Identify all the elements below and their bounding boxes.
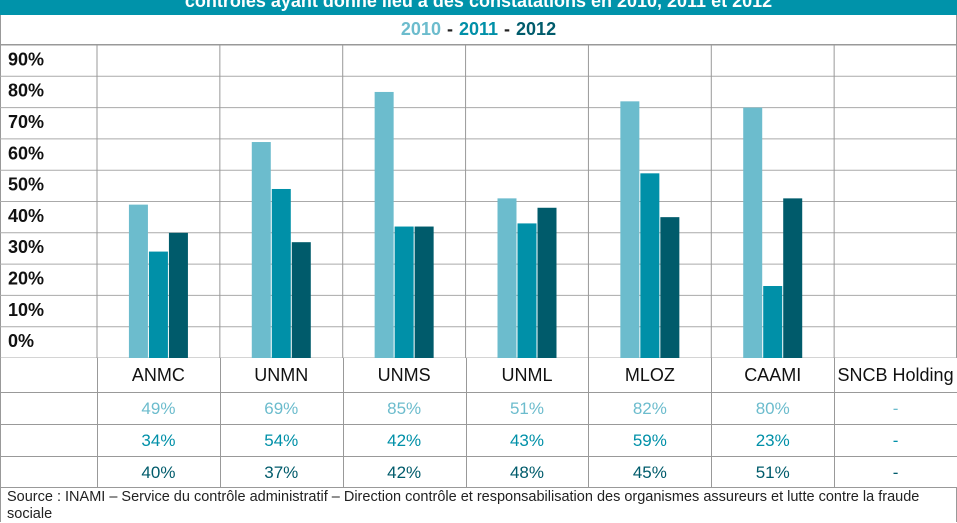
legend-entry: 2011: [458, 19, 499, 39]
value-label: 51%: [465, 393, 590, 425]
legend-separator: -: [446, 19, 453, 39]
value-label: 43%: [465, 425, 590, 457]
chart: 0% 10% 20% 30% 40% 50% 60% 70% 80% 90%: [0, 45, 957, 358]
bar: [414, 226, 434, 358]
bar: [537, 207, 557, 358]
y-tick-label: 20%: [8, 269, 44, 289]
bar: [497, 198, 517, 358]
value-label: 37%: [219, 457, 344, 488]
value-label: 59%: [588, 425, 713, 457]
bar: [374, 91, 394, 358]
value-label: 51%: [711, 457, 836, 488]
chart-title: contrôles ayant donné lieu à des constat…: [184, 0, 773, 11]
bar: [620, 101, 640, 358]
source: Source : INAMI – Service du contrôle adm…: [0, 488, 957, 522]
value-label: 49%: [97, 393, 221, 425]
category-label: UNMN: [219, 358, 344, 393]
category-label: ANMC: [97, 358, 221, 393]
value-label: 45%: [588, 457, 713, 488]
category-label: MLOZ: [588, 358, 713, 393]
bar: [394, 226, 414, 358]
value-label: -: [834, 457, 957, 488]
bar: [291, 242, 311, 358]
category-label: SNCB Holding: [834, 358, 957, 393]
y-tick-label: 50%: [8, 175, 44, 195]
value-label: 42%: [342, 457, 467, 488]
bar: [517, 223, 537, 358]
y-tick-label: 10%: [8, 300, 44, 320]
legend-separator: -: [504, 19, 511, 39]
y-tick-label: 30%: [8, 237, 44, 257]
y-tick-label: 40%: [8, 206, 44, 226]
value-label: 85%: [342, 393, 467, 425]
bar: [271, 188, 291, 358]
bar: [763, 286, 783, 358]
category-label: UNML: [465, 358, 590, 393]
table-cell: [0, 457, 98, 488]
category-label: CAAMI: [711, 358, 836, 393]
category-label: UNMS: [342, 358, 467, 393]
value-label: 69%: [219, 393, 344, 425]
value-label: -: [834, 425, 957, 457]
value-label: 40%: [97, 457, 221, 488]
y-tick-label: 60%: [8, 143, 44, 163]
bar: [148, 251, 168, 358]
value-label: 23%: [711, 425, 836, 457]
table-cell: [0, 358, 98, 393]
legend-entry: 2010: [400, 19, 441, 39]
value-label: 48%: [465, 457, 590, 488]
bar: [251, 142, 271, 358]
bar: [783, 198, 803, 358]
bar: [743, 107, 763, 358]
table-cell: [0, 393, 98, 425]
bar: [640, 173, 660, 358]
value-label: -: [834, 393, 957, 425]
value-label: 54%: [219, 425, 344, 457]
bar: [168, 232, 188, 358]
y-tick-label: 90%: [8, 49, 44, 69]
table-cell: [0, 425, 98, 457]
y-tick-label: 70%: [8, 112, 44, 132]
y-tick-label: 80%: [8, 81, 44, 101]
bar: [128, 204, 148, 358]
legend-entry: 2012: [516, 19, 557, 39]
value-label: 42%: [342, 425, 467, 457]
value-label: 34%: [97, 425, 221, 457]
value-label: 80%: [711, 393, 836, 425]
value-label: 82%: [588, 393, 713, 425]
y-tick-label: 0%: [8, 331, 34, 351]
legend: 2010-2011-2012: [0, 15, 957, 45]
title-bar: contrôles ayant donné lieu à des constat…: [0, 0, 957, 15]
bar: [660, 217, 680, 358]
